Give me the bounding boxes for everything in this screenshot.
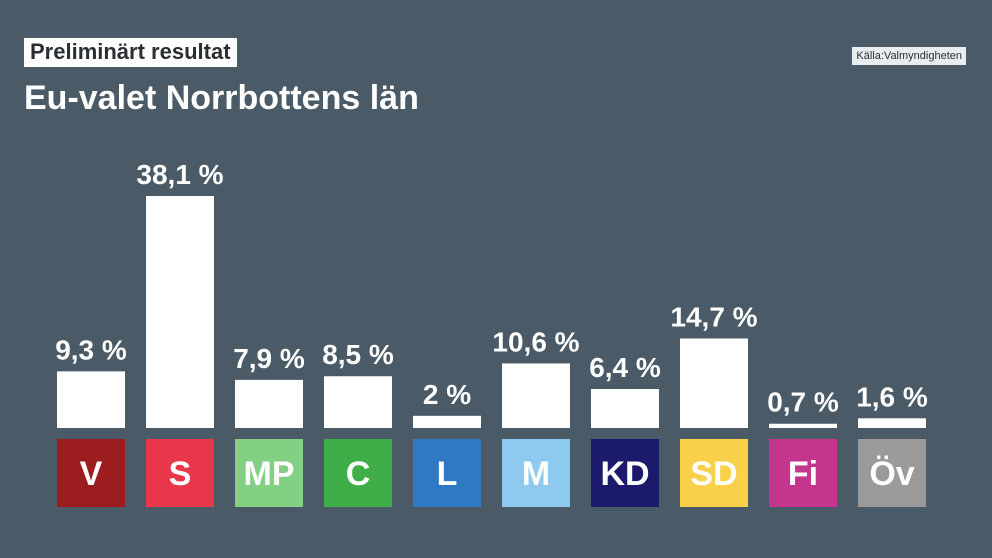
party-box-l (413, 439, 481, 507)
value-label: 7,9 % (233, 343, 305, 374)
category-label: S (169, 455, 192, 493)
party-box-v (57, 439, 125, 507)
value-label: 2 % (423, 379, 471, 410)
category-label: L (437, 455, 458, 493)
category-label: M (522, 455, 550, 493)
value-label: 9,3 % (55, 334, 127, 365)
category-label: MP (244, 455, 295, 493)
party-box-m (502, 439, 570, 507)
party-box-öv (858, 439, 926, 507)
page-title: Eu-valet Norrbottens län (24, 79, 419, 117)
bar-fi (769, 423, 837, 428)
bar-kd (591, 389, 659, 428)
category-label: C (346, 455, 371, 493)
bar-m (502, 363, 570, 428)
bar-sd (680, 338, 748, 428)
source-label: Källa:Valmyndigheten (852, 47, 966, 65)
value-label: 38,1 % (136, 159, 223, 190)
category-label: KD (600, 455, 649, 493)
party-box-s (146, 439, 214, 507)
party-box-kd (591, 439, 659, 507)
category-label: V (80, 455, 103, 493)
bar-öv (858, 418, 926, 428)
category-label: Fi (788, 455, 818, 493)
value-label: 6,4 % (589, 352, 661, 383)
category-label: Öv (869, 455, 914, 493)
party-box-c (324, 439, 392, 507)
category-label: SD (690, 455, 737, 493)
party-box-sd (680, 439, 748, 507)
bar-s (146, 196, 214, 428)
value-label: 10,6 % (492, 326, 579, 357)
party-box-fi (769, 439, 837, 507)
bar-l (413, 415, 481, 428)
value-label: 0,7 % (767, 387, 839, 418)
value-label: 8,5 % (322, 339, 394, 370)
status-badge: Preliminärt resultat (24, 38, 237, 67)
bar-mp (235, 379, 303, 428)
bar-c (324, 376, 392, 428)
bar-v (57, 371, 125, 428)
party-box-mp (235, 439, 303, 507)
value-label: 14,7 % (670, 301, 757, 332)
value-label: 1,6 % (856, 381, 928, 412)
